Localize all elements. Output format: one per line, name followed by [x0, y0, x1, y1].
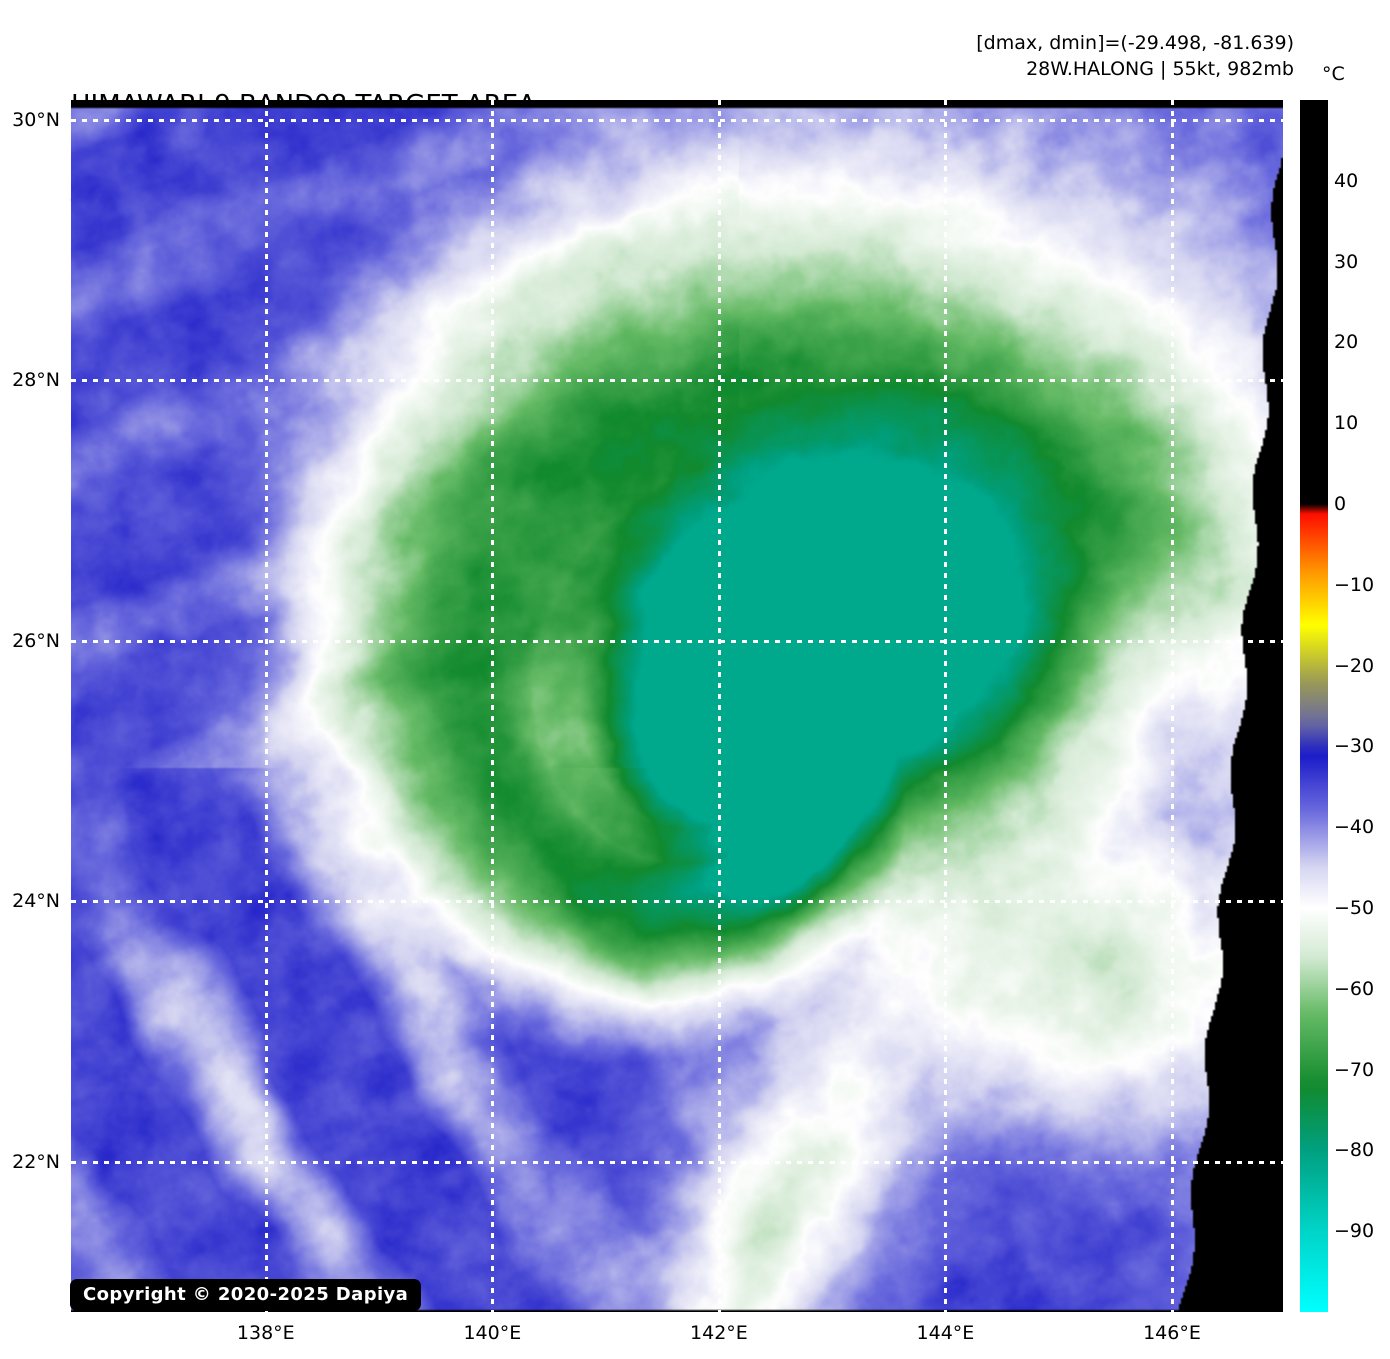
colorbar-tick--20: −20	[1334, 654, 1375, 677]
colorbar-tick--50: −50	[1334, 897, 1375, 919]
copyright-watermark: Copyright © 2020-2025 Dapiya	[70, 1279, 422, 1311]
colorbar-tick--80: −80	[1334, 1139, 1375, 1162]
colorbar-tick-30: 30	[1334, 250, 1359, 273]
satellite-image-plot	[71, 100, 1283, 1312]
lon-tick-label-142: 142°E	[690, 1322, 748, 1344]
colorbar-gradient	[1300, 100, 1328, 1312]
colorbar-tick-0: 0	[1334, 493, 1347, 515]
colorbar-tick-40: 40	[1334, 169, 1359, 192]
colorbar-tick--10: −10	[1334, 573, 1375, 596]
colorbar-unit-label: °C	[1322, 63, 1345, 85]
lat-tick-label-24: 24°N	[12, 890, 60, 913]
storm-info-readout: 28W.HALONG | 55kt, 982mb	[1026, 58, 1294, 80]
temperature-colorbar	[1300, 100, 1328, 1312]
dmax-dmin-readout: [dmax, dmin]=(-29.498, -81.639)	[976, 32, 1294, 54]
colorbar-tick-20: 20	[1334, 331, 1359, 354]
lat-tick-label-26: 26°N	[12, 629, 60, 652]
colorbar-tick-10: 10	[1334, 412, 1359, 435]
lon-tick-label-138: 138°E	[236, 1322, 295, 1344]
colorbar-tick--40: −40	[1334, 816, 1375, 839]
colorbar-tick--30: −30	[1334, 735, 1375, 758]
infrared-brightness-temperature-raster	[71, 100, 1283, 1312]
colorbar-tick--90: −90	[1334, 1220, 1375, 1243]
colorbar-tick--70: −70	[1334, 1058, 1375, 1081]
lon-tick-label-140: 140°E	[463, 1322, 522, 1344]
lat-tick-label-30: 30°N	[12, 108, 60, 131]
lon-tick-label-144: 144°E	[916, 1322, 975, 1344]
lat-tick-label-28: 28°N	[12, 369, 60, 392]
colorbar-tick--60: −60	[1334, 977, 1375, 1000]
metadata-block: [dmax, dmin]=(-29.498, -81.639) 28W.HALO…	[976, 30, 1294, 82]
lon-tick-label-146: 146°E	[1143, 1322, 1201, 1344]
lat-tick-label-22: 22°N	[12, 1151, 60, 1174]
